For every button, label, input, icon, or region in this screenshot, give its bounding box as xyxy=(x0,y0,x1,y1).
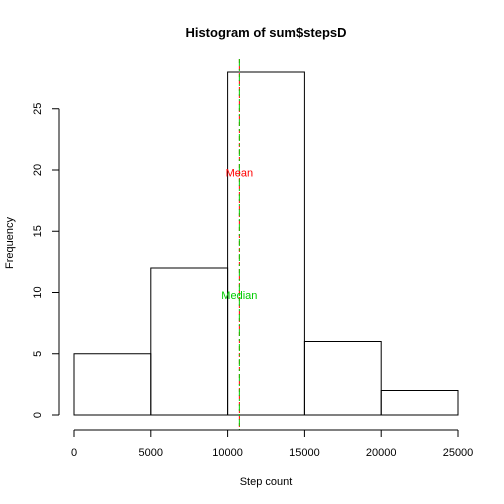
y-tick-label: 25 xyxy=(32,103,44,115)
y-axis: 0 5 10 15 20 25 xyxy=(32,103,60,418)
y-tick-label: 20 xyxy=(32,164,44,176)
x-tick-label: 20000 xyxy=(366,447,397,459)
annotation-median: Median xyxy=(221,290,257,302)
histogram-bar-3 xyxy=(303,341,382,416)
histogram-bar-0 xyxy=(73,353,152,416)
annotation-mean: Mean xyxy=(226,167,254,179)
x-tick-label: 25000 xyxy=(443,447,474,459)
x-tick-label: 10000 xyxy=(212,447,243,459)
histogram-bar-1 xyxy=(150,267,229,416)
y-tick-label: 10 xyxy=(32,286,44,298)
chart-title: Histogram of sum$stepsD xyxy=(185,25,346,40)
x-tick-label: 15000 xyxy=(289,447,320,459)
y-tick-label: 5 xyxy=(32,351,44,357)
histogram-bar-2 xyxy=(227,71,305,416)
y-tick-label: 0 xyxy=(32,412,44,418)
x-tick-label: 0 xyxy=(71,447,77,459)
histogram-bar-4 xyxy=(380,390,459,416)
y-tick-label: 15 xyxy=(32,225,44,237)
histogram-bars xyxy=(73,71,459,416)
x-tick-label: 5000 xyxy=(139,447,163,459)
x-axis: 0 5000 10000 15000 20000 25000 xyxy=(71,429,474,459)
y-axis-label: Frequency xyxy=(4,217,16,269)
annotations: Mean Median xyxy=(221,167,257,302)
x-axis-label: Step count xyxy=(240,476,293,488)
